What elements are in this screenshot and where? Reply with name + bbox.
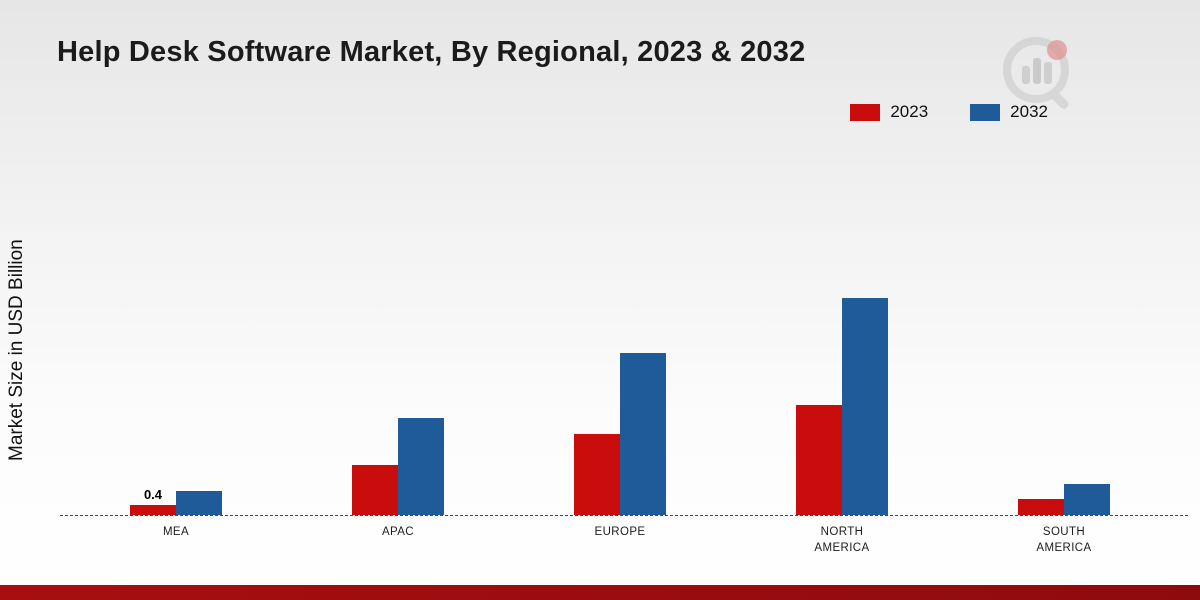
bar-2032-apac <box>398 418 444 515</box>
bar-value-label-2023-mea: 0.4 <box>143 487 163 502</box>
x-axis-baseline <box>60 515 1188 516</box>
bar-2023-europe <box>574 434 620 515</box>
legend-label-2032: 2032 <box>1010 102 1048 121</box>
bar-column-2023-south-america <box>1018 280 1064 515</box>
brand-logo-watermark <box>1003 37 1069 109</box>
bar-2032-south-america <box>1064 484 1110 515</box>
footer-red-bar <box>0 585 1200 600</box>
category-label-north-america: NORTH AMERICA <box>814 526 870 554</box>
bar-2023-south-america <box>1018 499 1064 515</box>
bar-2023-mea <box>130 505 176 515</box>
legend-item-2032: 2032 <box>970 102 1048 122</box>
bar-group-apac <box>352 280 444 515</box>
bar-group-mea: 0.4 <box>130 280 222 515</box>
bar-column-2023-europe <box>574 280 620 515</box>
category-label-europe: EUROPE <box>594 526 646 538</box>
chart-title: Help Desk Software Market, By Regional, … <box>57 36 806 68</box>
bar-column-2023-apac <box>352 280 398 515</box>
bar-2032-north-america <box>842 298 888 515</box>
legend: 2023 2032 <box>850 102 1048 122</box>
legend-swatch-2032 <box>970 103 1001 121</box>
bar-2023-apac <box>352 465 398 515</box>
bar-group-europe <box>574 280 666 515</box>
bar-2032-europe <box>620 353 666 515</box>
bar-column-2023-mea: 0.4 <box>130 280 176 515</box>
y-axis-label: Market Size in USD Billion <box>6 239 27 461</box>
bar-column-2032-mea <box>176 280 222 515</box>
bar-column-2032-north-america <box>842 280 888 515</box>
legend-item-2023: 2023 <box>850 102 928 122</box>
x-axis-category-labels: MEA APAC EUROPE NORTH AMERICA SOUTH AMERICA <box>65 524 1175 556</box>
category-label-mea: MEA <box>162 526 190 538</box>
legend-label-2023: 2023 <box>890 102 929 121</box>
bar-2032-mea <box>176 491 222 515</box>
category-label-apac: APAC <box>381 526 415 538</box>
bar-column-2023-north-america <box>796 280 842 515</box>
legend-swatch-2023 <box>850 103 881 121</box>
bar-group-north-america <box>796 280 888 515</box>
bar-column-2032-apac <box>398 280 444 515</box>
bar-2023-north-america <box>796 405 842 515</box>
bar-group-south-america <box>1018 280 1110 515</box>
plot-area: 0.4 <box>65 280 1175 515</box>
category-label-south-america: SOUTH AMERICA <box>1036 526 1092 554</box>
bar-column-2032-south-america <box>1064 280 1110 515</box>
bar-column-2032-europe <box>620 280 666 515</box>
